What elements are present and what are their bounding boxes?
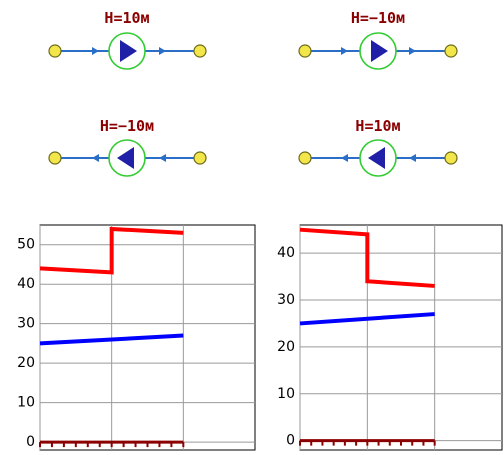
flow-arrow-right-icon	[341, 47, 348, 55]
flow-arrow-left-icon	[92, 154, 99, 162]
blue-series-line	[299, 312, 435, 326]
head-profile-chart-right: 0 10 20 30 40	[277, 224, 503, 451]
pump-triangle-right-icon	[120, 40, 137, 62]
pump-triangle-right-icon	[371, 40, 388, 62]
junction-node-icon[interactable]	[48, 44, 62, 58]
junction-node-icon[interactable]	[193, 151, 207, 165]
pump-head-label-3: H=−10м	[100, 117, 154, 135]
pump-triangle-left-icon	[117, 147, 134, 169]
pump-head-label-4: H=10м	[355, 117, 400, 135]
y-tick-label: 10	[17, 395, 35, 411]
junction-node-icon[interactable]	[298, 44, 312, 58]
y-tick-label: 0	[26, 434, 35, 450]
y-tick-label: 30	[17, 316, 35, 332]
y-tick-label: 0	[286, 433, 295, 449]
flow-arrow-right-icon	[92, 47, 99, 55]
y-tick-label: 40	[17, 276, 35, 292]
junction-node-icon[interactable]	[444, 151, 458, 165]
red-series-line	[39, 226, 184, 275]
flow-arrow-left-icon	[341, 154, 348, 162]
blue-series-line	[39, 333, 184, 346]
plot-frame	[299, 224, 503, 451]
junction-node-icon[interactable]	[298, 151, 312, 165]
flow-arrow-right-icon	[409, 47, 416, 55]
pump-triangle-left-icon	[368, 147, 385, 169]
pump-head-label-2: H=−10м	[351, 9, 405, 27]
y-tick-label: 20	[277, 339, 295, 355]
y-tick-label: 30	[277, 292, 295, 308]
y-tick-label: 40	[277, 245, 295, 261]
pump-element-1[interactable]: H=10м	[48, 9, 207, 70]
y-tick-label: 10	[277, 386, 295, 402]
red-series-line	[299, 227, 435, 288]
junction-node-icon[interactable]	[193, 44, 207, 58]
junction-node-icon[interactable]	[48, 151, 62, 165]
pump-element-2[interactable]: H=−10м	[298, 9, 458, 70]
head-profile-chart-left: 0 10 20 30 40 50	[17, 224, 256, 451]
flow-arrow-right-icon	[159, 47, 166, 55]
y-tick-label: 50	[17, 237, 35, 253]
pump-head-label-1: H=10м	[104, 9, 149, 27]
junction-node-icon[interactable]	[444, 44, 458, 58]
pump-element-3[interactable]: H=−10м	[48, 117, 207, 177]
pump-element-4[interactable]: H=10м	[298, 117, 458, 177]
flow-arrow-left-icon	[159, 154, 166, 162]
y-tick-label: 20	[17, 355, 35, 371]
flow-arrow-left-icon	[409, 154, 416, 162]
